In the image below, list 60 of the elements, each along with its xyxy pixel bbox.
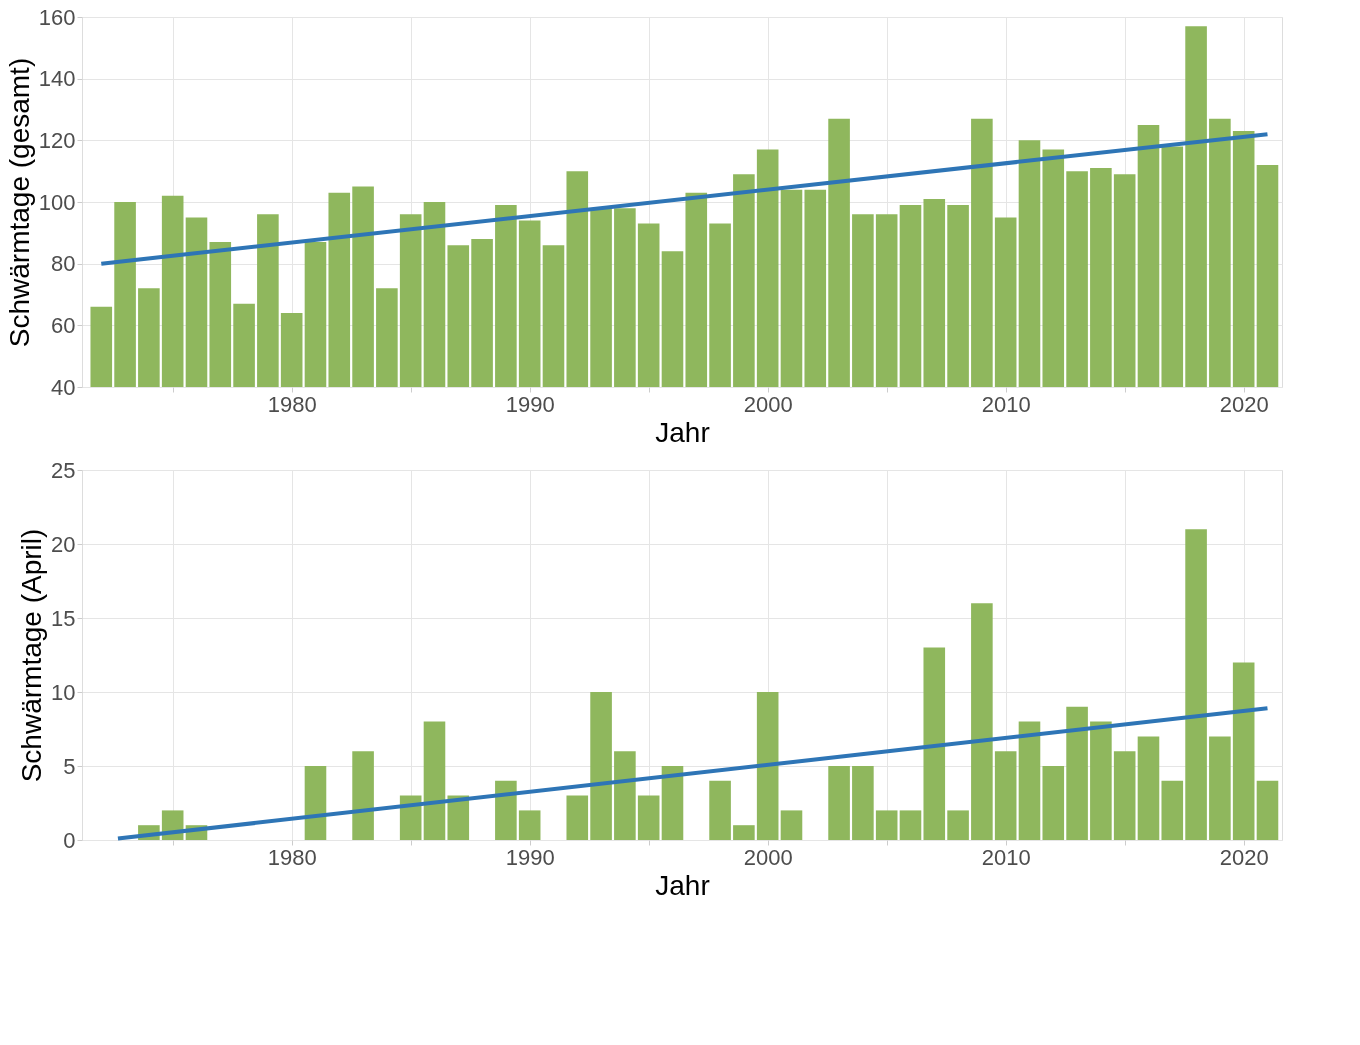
bar <box>923 647 946 840</box>
y-tick-label: 160 <box>38 4 76 30</box>
x-tick-label: 1990 <box>505 844 555 870</box>
x-axis-title: Jahr <box>655 416 710 448</box>
bar <box>780 810 803 840</box>
y-tick-label: 15 <box>51 605 76 631</box>
bar <box>614 751 636 840</box>
bar <box>756 692 779 840</box>
x-tick-label: 2000 <box>743 844 793 870</box>
x-tick-label: 1990 <box>505 391 555 417</box>
y-tick-label: 60 <box>51 312 76 338</box>
bar <box>518 810 541 840</box>
bar <box>1090 721 1112 840</box>
y-tick-label: 40 <box>51 374 76 400</box>
x-tick-label: 1980 <box>267 844 317 870</box>
bar <box>1042 766 1065 840</box>
x-tick-label: 1980 <box>267 391 317 417</box>
bar <box>1256 780 1279 840</box>
bar <box>304 766 327 840</box>
bar <box>590 692 612 840</box>
x-tick-label: 2010 <box>981 391 1031 417</box>
y-tick-label: 5 <box>63 753 76 779</box>
y-tick-label: 20 <box>51 531 76 557</box>
bar <box>733 825 755 840</box>
bar <box>971 603 993 840</box>
y-tick-label: 120 <box>38 127 76 153</box>
bar <box>352 751 374 840</box>
bar <box>828 766 850 840</box>
bar <box>423 721 446 840</box>
y-tick-label: 100 <box>38 189 76 215</box>
bar <box>1018 721 1041 840</box>
bar <box>661 766 684 840</box>
bar <box>994 751 1017 840</box>
y-tick-label: 0 <box>63 827 76 853</box>
y-axis-title: Schwärmtage (April) <box>16 528 48 783</box>
y-tick-label: 80 <box>51 251 76 277</box>
bar <box>1113 751 1136 840</box>
bar <box>637 795 660 840</box>
x-tick-label: 2020 <box>1219 844 1269 870</box>
bar <box>1209 736 1231 840</box>
bar <box>1232 662 1255 840</box>
x-axis-title: Jahr <box>655 869 710 901</box>
bar <box>875 810 898 840</box>
bar <box>899 810 922 840</box>
bar <box>852 766 874 840</box>
bar <box>1161 780 1184 840</box>
bar <box>566 795 589 840</box>
y-tick-label: 25 <box>51 457 76 483</box>
bar <box>947 810 969 840</box>
y-tick-label: 140 <box>38 66 76 92</box>
bar <box>1137 736 1160 840</box>
bar <box>1185 529 1207 840</box>
bar <box>1066 706 1088 840</box>
bar <box>495 780 517 840</box>
x-tick-label: 2010 <box>981 844 1031 870</box>
x-tick-label: 2000 <box>743 391 793 417</box>
x-tick-label: 2020 <box>1219 391 1269 417</box>
bar <box>709 780 731 840</box>
y-axis-title: Schwärmtage (gesamt) <box>3 57 35 348</box>
y-tick-label: 10 <box>51 679 76 705</box>
